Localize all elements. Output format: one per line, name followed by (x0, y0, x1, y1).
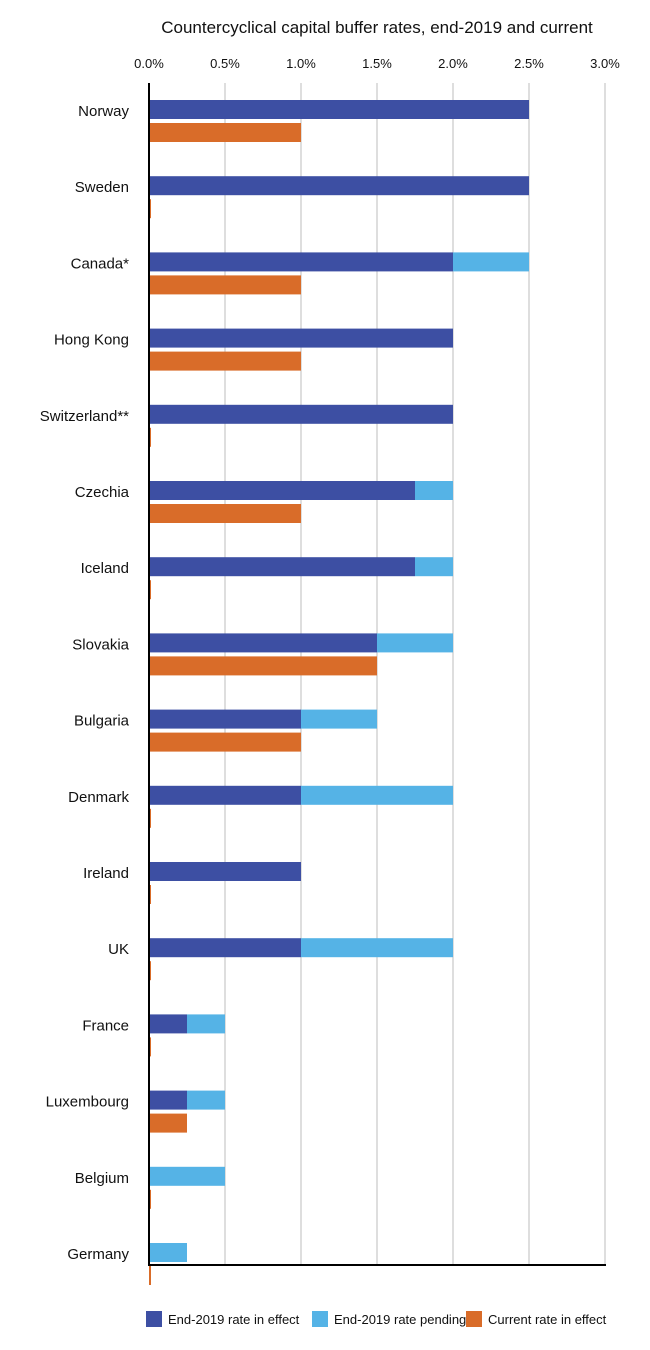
x-tick-label: 0.5% (210, 56, 240, 71)
legend-swatch (312, 1311, 328, 1327)
bar-end-2019-in-effect (149, 862, 301, 881)
legend-swatch (146, 1311, 162, 1327)
bar-end-2019-in-effect (149, 938, 301, 958)
chart-title: Countercyclical capital buffer rates, en… (161, 18, 593, 37)
bar-end-2019-in-effect (149, 633, 377, 653)
category-label: Czechia (75, 484, 130, 501)
bar-end-2019-in-effect (149, 785, 301, 805)
bar-current-in-effect (149, 1113, 187, 1133)
x-tick-label: 1.0% (286, 56, 316, 71)
category-label: Germany (67, 1246, 129, 1263)
bar-end-2019-pending (149, 1243, 187, 1262)
bar-end-2019-in-effect (149, 709, 301, 729)
bar-end-2019-pending (377, 633, 453, 653)
x-tick-label: 2.0% (438, 56, 468, 71)
legend-label: End-2019 rate pending (334, 1312, 466, 1327)
bar-end-2019-pending (301, 709, 377, 729)
bar-end-2019-pending (187, 1090, 225, 1110)
bar-current-in-effect (149, 351, 301, 371)
legend-label: End-2019 rate in effect (168, 1312, 300, 1327)
bar-end-2019-pending (415, 481, 453, 500)
bar-end-2019-in-effect (149, 481, 415, 500)
bar-end-2019-in-effect (149, 252, 453, 272)
bar-end-2019-in-effect (149, 100, 529, 119)
category-label: Denmark (68, 789, 129, 806)
bar-end-2019-pending (301, 938, 453, 958)
category-label: Hong Kong (54, 332, 129, 349)
bar-end-2019-in-effect (149, 557, 415, 577)
legend: End-2019 rate in effect End-2019 rate pen… (146, 1311, 607, 1327)
category-label: Luxembourg (46, 1094, 129, 1111)
bar-current-in-effect (149, 1266, 151, 1285)
category-label: Ireland (83, 865, 129, 882)
category-label: Belgium (75, 1170, 129, 1187)
bar-end-2019-in-effect (149, 1090, 187, 1110)
category-label: Slovakia (72, 636, 129, 653)
bar-end-2019-pending (415, 557, 453, 577)
bar-end-2019-in-effect (149, 404, 453, 424)
x-tick-label: 2.5% (514, 56, 544, 71)
category-label: Norway (78, 103, 129, 120)
category-label: Iceland (81, 560, 129, 577)
category-label: UK (108, 941, 129, 958)
x-tick-label: 3.0% (590, 56, 620, 71)
category-label: France (82, 1017, 129, 1034)
bar-current-in-effect (149, 123, 301, 142)
bar-current-in-effect (149, 275, 301, 295)
legend-swatch (466, 1311, 482, 1327)
bar-end-2019-in-effect (149, 1014, 187, 1034)
bar-current-in-effect (149, 732, 301, 752)
x-axis-ticks: 0.0% 0.5% 1.0% 1.5% 2.0% 2.5% 3.0% (134, 56, 620, 71)
bar-end-2019-pending (187, 1014, 225, 1034)
bar-end-2019-in-effect (149, 328, 453, 348)
bars (149, 100, 529, 1285)
bar-current-in-effect (149, 504, 301, 523)
axes (148, 83, 606, 1266)
bar-end-2019-pending (453, 252, 529, 272)
category-label: Switzerland** (40, 408, 129, 425)
category-labels: Norway Sweden Canada* Hong Kong Switzerland*… (40, 103, 130, 1263)
bar-end-2019-in-effect (149, 176, 529, 196)
bar-current-in-effect (149, 656, 377, 676)
category-label: Canada* (71, 255, 130, 272)
bar-end-2019-pending (301, 785, 453, 805)
legend-label: Current rate in effect (488, 1312, 607, 1327)
x-tick-label: 0.0% (134, 56, 164, 71)
category-label: Sweden (75, 179, 129, 196)
category-label: Bulgaria (74, 713, 130, 730)
bar-end-2019-pending (149, 1166, 225, 1186)
x-tick-label: 1.5% (362, 56, 392, 71)
